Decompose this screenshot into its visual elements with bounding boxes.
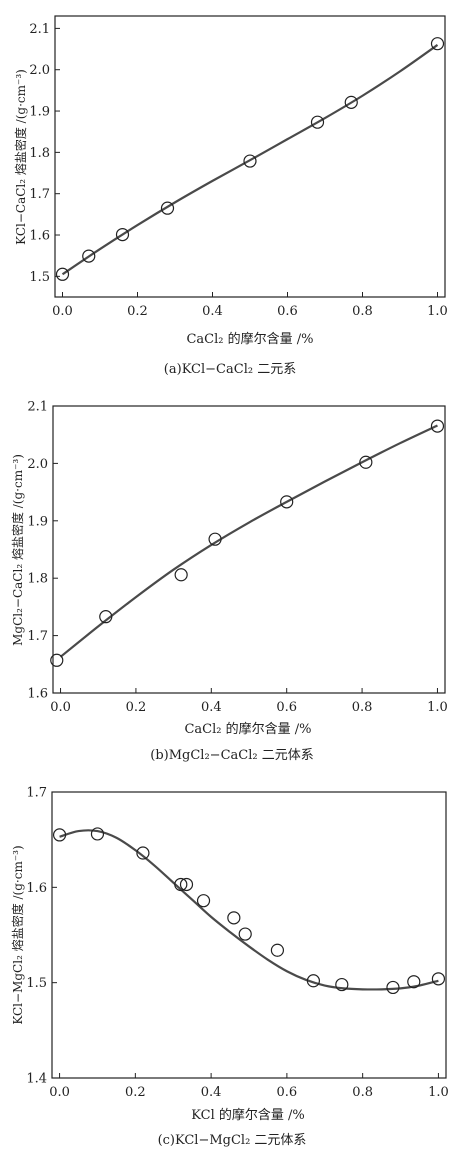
x-tick-label: 0.0 [52,304,73,319]
y-axis-label-a: KCl−CaCl₂ 熔盐密度 /(g·cm⁻³) [13,69,28,245]
data-point [359,455,373,469]
y-tick-label: 2.1 [29,22,50,37]
data-point [160,201,175,215]
y-tick-label: 1.7 [29,187,50,202]
y-tick-label: 1.6 [29,229,50,244]
data-point [407,975,421,989]
data-point [174,568,188,582]
data-point [243,154,257,168]
x-tick-label: 0.6 [276,700,297,715]
plot-area-c [52,827,446,995]
data-point [270,943,285,957]
data-point [430,419,445,433]
y-tick-label: 1.6 [26,881,47,896]
panel-b: 0.0 0.2 0.4 0.6 0.8 1.0 1.6 1.7 1.8 1.9 2.0 2.1 CaC… [10,400,448,764]
x-axis-label-a: CaCl₂ 的摩尔含量 /% [186,331,313,347]
x-axis-label-c: KCl 的摩尔含量 /% [191,1107,304,1123]
data-point [90,827,105,841]
fit-curve [59,829,439,991]
x-tick-label: 0.8 [352,304,373,319]
data-point [344,95,358,109]
x-tick-label: 0.2 [126,700,147,715]
x-tick-label: 1.0 [427,304,448,319]
data-point [238,927,252,941]
data-point [136,846,150,860]
data-point [280,495,294,509]
y-tick-label: 2.1 [27,400,48,415]
x-tick-label: 0.6 [277,304,298,319]
y-tick-label: 1.4 [26,1072,47,1087]
data-point [115,228,130,242]
y-tick-label: 1.5 [29,270,50,285]
y-tick-label: 1.9 [27,514,48,529]
plot-area-b [50,419,445,667]
ticks-c: 0.0 0.2 0.4 0.6 0.8 1.0 1.4 1.5 1.6 1.7 [26,786,448,1101]
y-tick-label: 1.5 [26,976,47,991]
fit-curve [59,424,438,658]
y-axis-label-b: MgCl₂−CaCl₂ 熔盐密度 /(g·cm⁻³) [10,454,25,646]
data-point [99,610,113,624]
x-tick-label: 0.4 [202,304,223,319]
y-tick-label: 1.8 [29,146,50,161]
data-point [55,267,70,281]
y-tick-label: 1.7 [27,629,48,644]
x-tick-label: 0.8 [352,1085,373,1100]
x-tick-label: 0.0 [50,700,71,715]
ticks-b: 0.0 0.2 0.4 0.6 0.8 1.0 1.6 1.7 1.8 1.9 2.0 2.1 [27,400,447,716]
x-tick-label: 0.2 [127,304,148,319]
x-tick-label: 0.4 [201,700,222,715]
panel-a: 0.0 0.2 0.4 0.6 0.8 1.01.51.61.71.81.92.02.1 … [13,15,448,377]
data-point [431,972,446,986]
x-tick-label: 0.0 [49,1085,70,1100]
x-tick-label: 0.8 [352,700,373,715]
y-tick-label: 1.7 [26,786,47,801]
fit-curve [61,44,439,276]
y-tick-label: 2.0 [27,457,48,472]
data-point [335,977,349,992]
data-point [52,828,67,842]
x-axis-label-b: CaCl₂ 的摩尔含量 /% [184,721,311,737]
panel-c: 0.0 0.2 0.4 0.6 0.8 1.0 1.4 1.5 1.6 1.7 KCl 的摩尔含量… [10,786,449,1149]
y-tick-label: 1.8 [27,572,48,587]
plot-frame-c [51,791,447,1079]
y-axis-label-c: KCl−MgCl₂ 熔盐密度 /(g·cm⁻³) [10,845,25,1024]
caption-c: (c)KCl−MgCl₂ 二元体系 [158,1133,307,1148]
data-point [306,974,321,988]
caption-a: (a)KCl−CaCl₂ 二元系 [164,362,296,377]
plot-frame-a [54,15,446,298]
caption-b: (b)MgCl₂−CaCl₂ 二元体系 [150,748,313,763]
data-point [208,532,222,546]
x-tick-label: 0.4 [201,1085,222,1100]
data-point [50,653,64,667]
x-tick-label: 1.0 [428,1085,449,1100]
x-tick-label: 1.0 [427,700,448,715]
data-point [430,37,445,51]
data-point [227,911,241,925]
y-tick-label: 1.6 [27,687,48,702]
data-point [82,249,96,263]
data-point [179,877,194,892]
plot-frame-b [52,405,446,694]
ticks-a: 0.0 0.2 0.4 0.6 0.8 1.0 1.5 1.6 1.7 1.8 1.9 2.0 2.1 [29,22,448,319]
y-tick-label: 2.0 [29,63,50,78]
x-tick-label: 0.2 [125,1085,146,1100]
plot-area-a [55,37,445,281]
data-point [196,894,211,908]
data-point [174,877,188,892]
data-point [310,115,325,129]
data-point [386,980,400,995]
x-tick-label: 0.6 [277,1085,298,1100]
y-tick-label: 1.9 [29,105,50,120]
